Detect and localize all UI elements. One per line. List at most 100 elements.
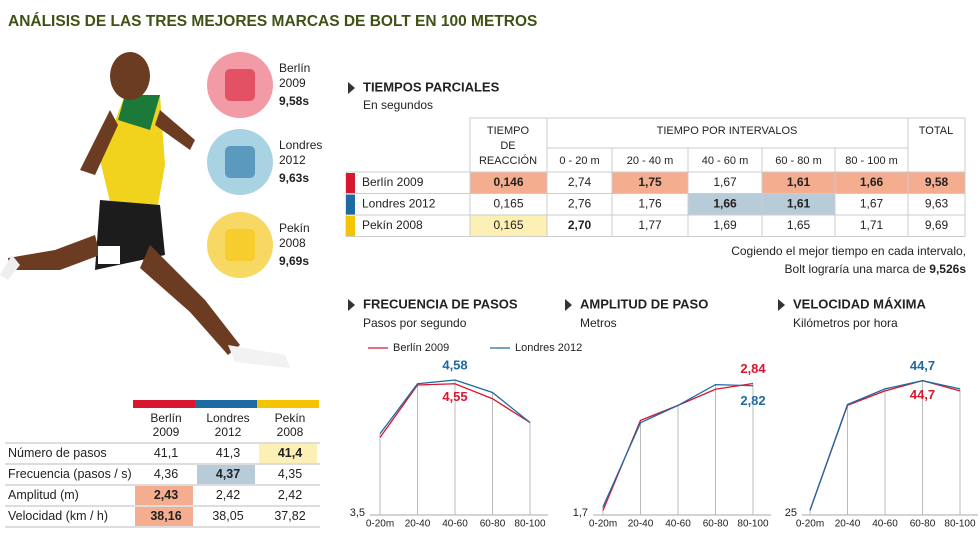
legend-label: Londres 2012 [515, 342, 582, 354]
edition-year: 2008 [279, 236, 306, 250]
series-line [379, 383, 531, 438]
logo-mark [225, 146, 255, 178]
table-value: 1,76 [638, 196, 662, 210]
table-value: 2,70 [568, 218, 592, 232]
column-color [133, 400, 195, 408]
table-cell [546, 147, 613, 173]
y-tick-label: 25 [785, 507, 797, 519]
series-line [379, 379, 531, 435]
column-header: TOTAL [919, 125, 953, 137]
table-value: 9,69 [925, 218, 949, 232]
chart-title: AMPLITUD DE PASO [580, 296, 708, 311]
row-color [346, 173, 355, 193]
edition-city: Londres [279, 138, 322, 152]
section-subtitle: En segundos [363, 98, 433, 112]
x-tick-label: 60-80 [910, 519, 936, 530]
value-label: 4,58 [442, 357, 467, 372]
logo-mark [225, 69, 255, 101]
column-header: Londres [206, 411, 249, 425]
table-value: 41,3 [216, 446, 240, 460]
row-label: Velocidad (km / h) [8, 509, 108, 523]
table-cell [834, 147, 909, 173]
table-value: 1,69 [713, 218, 737, 232]
chart-title: FRECUENCIA DE PASOS [363, 296, 518, 311]
column-header: Berlín [150, 411, 181, 425]
column-header: 60 - 80 m [775, 155, 821, 167]
chart: AMPLITUD DE PASO Metros 1,70-20m 20-40 40-60… [565, 296, 771, 530]
table-value: 1,67 [713, 175, 737, 189]
section-title: TIEMPOS PARCIALES [363, 79, 500, 94]
table-value: 1,65 [787, 218, 811, 232]
edition-year: 2009 [279, 76, 306, 90]
table-value: 1,71 [860, 218, 884, 232]
edition-city: Berlín [279, 61, 310, 75]
table-cell [611, 147, 689, 173]
table-value: 1,77 [638, 218, 662, 232]
row-label: Pekín 2008 [362, 218, 423, 232]
heading-marker [778, 299, 785, 311]
table-value: 2,74 [568, 175, 592, 189]
note-text: Bolt lograría una marca de [785, 262, 927, 276]
heading-marker [565, 299, 572, 311]
highlight [135, 486, 193, 505]
chart: VELOCIDAD MÁXIMA Kilómetros por hora 250-2… [778, 296, 978, 530]
highlight [135, 507, 193, 526]
note: Cogiendo el mejor tiempo en cada interva… [731, 244, 966, 258]
table-value: 2,43 [154, 488, 178, 502]
chart: FRECUENCIA DE PASOS Pasos por segundo 3,50… [348, 296, 582, 530]
edition-time: 9,69s [279, 254, 309, 268]
table-value: 38,16 [150, 509, 181, 523]
heading-marker [348, 299, 355, 311]
row-label: Amplitud (m) [8, 488, 79, 502]
note: Bolt lograría una marca de 9,526s [785, 262, 967, 276]
table-value: 41,4 [278, 446, 302, 460]
value-label: 2,82 [740, 393, 765, 408]
chart-subtitle: Kilómetros por hora [793, 316, 898, 330]
table-value: 2,42 [216, 488, 240, 502]
table-value: 0,165 [493, 218, 523, 232]
x-tick-label: 40-60 [665, 519, 691, 530]
edition-city: Pekín [279, 221, 310, 235]
table-value: 1,67 [860, 196, 884, 210]
value-label: 44,7 [910, 358, 935, 373]
chart-subtitle: Metros [580, 316, 617, 330]
column-header: 2009 [153, 425, 180, 439]
highlight [259, 444, 317, 463]
x-tick-label: 0-20m [366, 519, 394, 530]
chart-title: VELOCIDAD MÁXIMA [793, 296, 927, 311]
table-value: 4,36 [154, 467, 178, 481]
table-value: 41,1 [154, 446, 178, 460]
edition-time: 9,58s [279, 94, 309, 108]
column-color [195, 400, 257, 408]
table-value: 4,37 [216, 467, 240, 481]
x-tick-label: 20-40 [628, 519, 654, 530]
row-color [346, 194, 355, 215]
heading-marker [348, 82, 355, 94]
table-value: 1,75 [638, 175, 662, 189]
x-tick-label: 20-40 [835, 519, 861, 530]
series-line [602, 383, 754, 508]
column-header: 80 - 100 m [845, 155, 898, 167]
x-tick-label: 80-100 [944, 519, 976, 530]
table-value: 1,66 [860, 175, 884, 189]
column-header: 2012 [215, 425, 242, 439]
table-value: 4,35 [278, 467, 302, 481]
column-color [257, 400, 319, 408]
y-tick-label: 1,7 [573, 507, 588, 519]
table-value: 1,61 [787, 175, 811, 189]
row-label: Berlín 2009 [362, 175, 424, 189]
x-tick-label: 80-100 [514, 519, 546, 530]
x-tick-label: 20-40 [405, 519, 431, 530]
column-header: 40 - 60 m [702, 155, 748, 167]
runner-illustration [0, 52, 290, 368]
column-header: DE [500, 140, 515, 152]
row-label: Número de pasos [8, 446, 107, 460]
x-tick-label: 60-80 [703, 519, 729, 530]
y-tick-label: 3,5 [350, 507, 365, 519]
table-value: 9,58 [925, 175, 949, 189]
column-header: Pekín [275, 411, 306, 425]
row-color [346, 216, 355, 236]
